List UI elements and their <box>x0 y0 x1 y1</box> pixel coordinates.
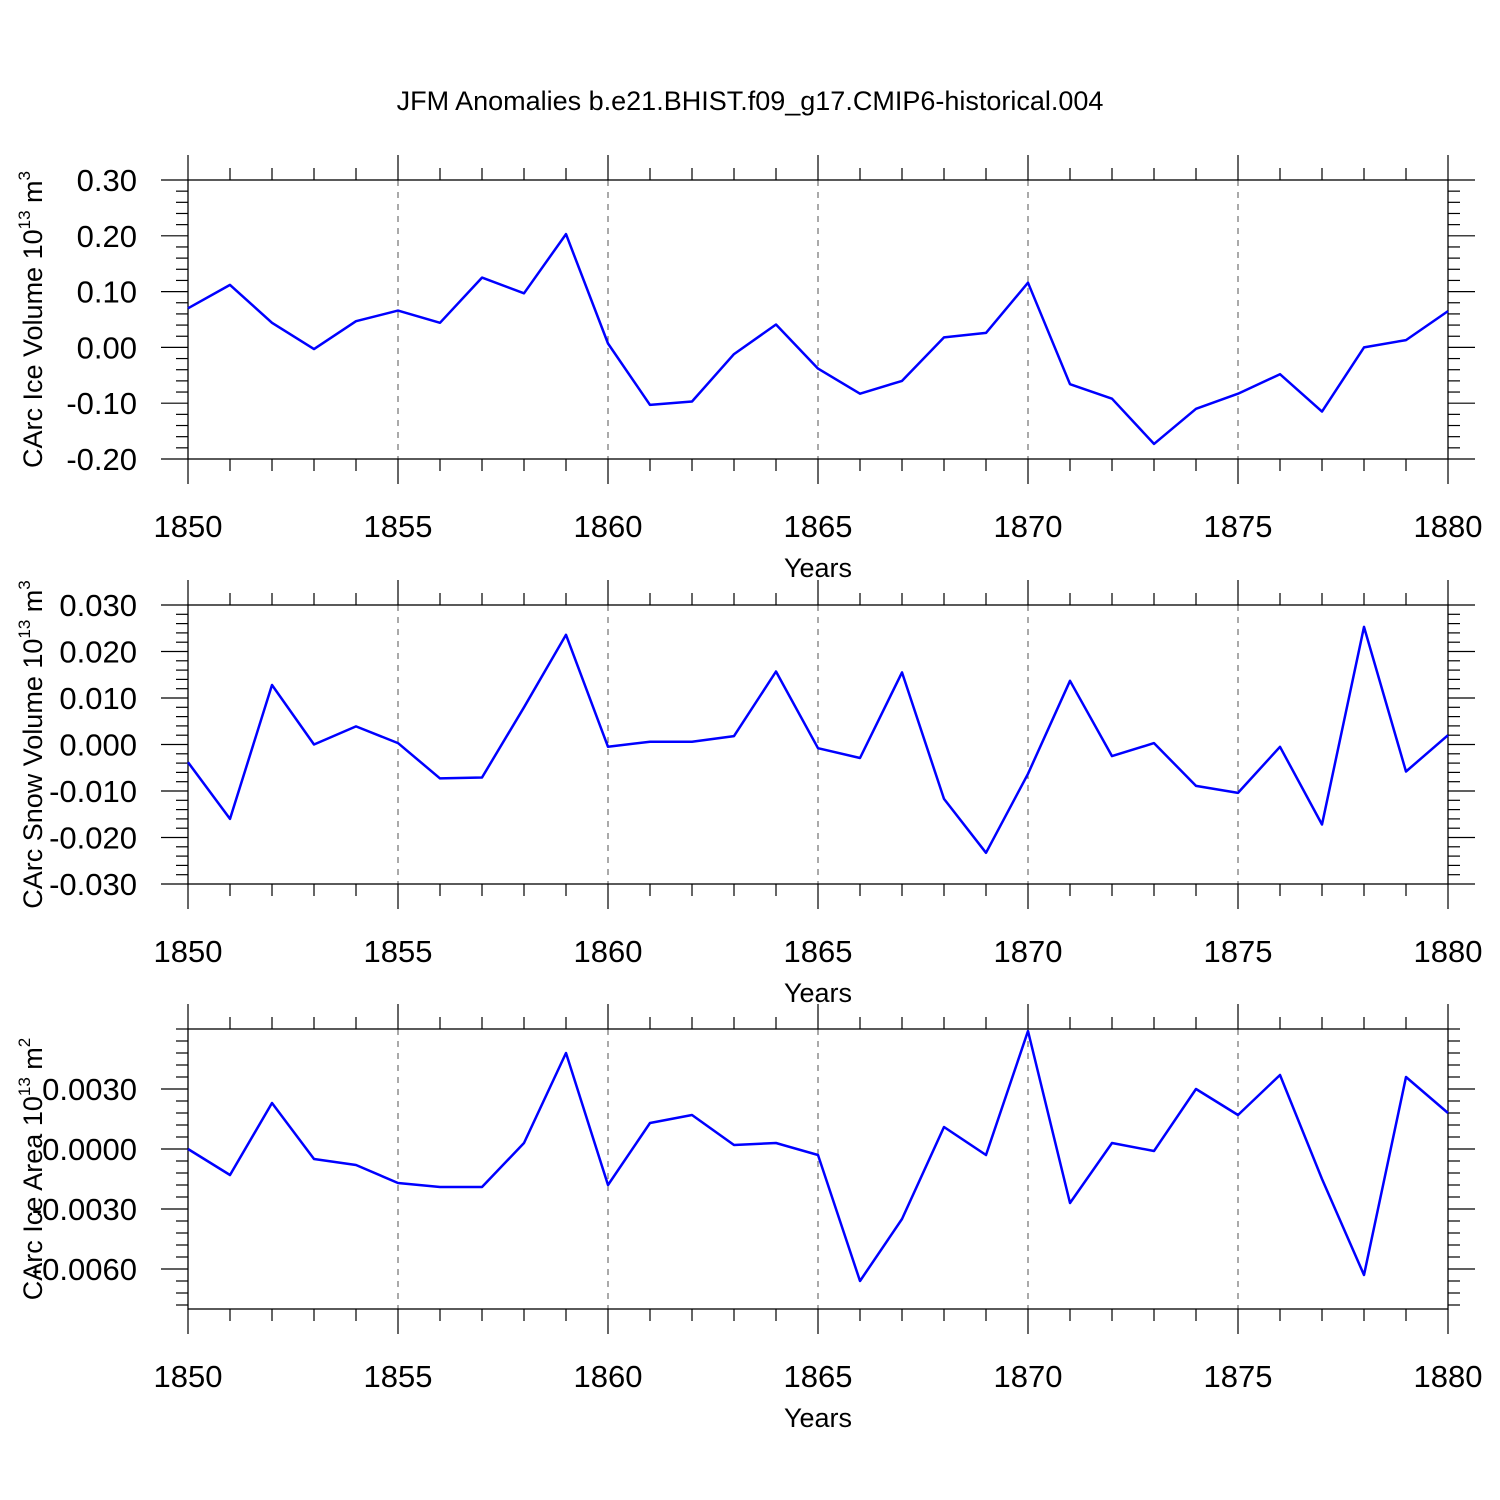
x-tick-label: 1870 <box>994 934 1063 969</box>
x-tick-label: 1860 <box>574 934 643 969</box>
x-tick-label: 1870 <box>994 509 1063 544</box>
x-tick-label: 1865 <box>784 1359 853 1394</box>
panel-ice-area: 1850 1855 1860 1865 1870 1875 1880 Years 0.0030 0… <box>15 1004 1482 1433</box>
y-tick-label: -0.10 <box>66 386 137 421</box>
panel-ice-volume: 1850 1855 1860 1865 1870 1875 1880 Years 0.30 0.2… <box>15 155 1482 583</box>
x-tick-label: 1850 <box>154 509 223 544</box>
y-tick-label: -0.0030 <box>32 1192 137 1227</box>
y-tick-label: -0.0060 <box>32 1252 137 1287</box>
x-tick-label: 1870 <box>994 1359 1063 1394</box>
y-tick-label: 0.20 <box>77 219 137 254</box>
y-tick-label: -0.20 <box>66 442 137 477</box>
y-tick-label: 0.30 <box>77 163 137 198</box>
y-tick-label: 0.030 <box>59 588 137 623</box>
y-tick-label: 0.0000 <box>42 1132 137 1167</box>
y-tick-label: 0.000 <box>59 728 137 763</box>
y-tick-label: 0.10 <box>77 275 137 310</box>
x-tick-label: 1850 <box>154 934 223 969</box>
x-axis-label: Years <box>784 1403 852 1433</box>
x-tick-label: 1875 <box>1204 509 1273 544</box>
x-tick-label: 1860 <box>574 509 643 544</box>
x-tick-label: 1875 <box>1204 1359 1273 1394</box>
y-axis-label: CArc Ice Area 1013 m2 <box>15 1038 48 1301</box>
x-tick-label: 1880 <box>1414 934 1483 969</box>
panel-snow-volume: 1850 1855 1860 1865 1870 1875 1880 Years 0.030 0.… <box>15 580 1482 1008</box>
x-tick-label: 1880 <box>1414 509 1483 544</box>
y-tick-label: -0.020 <box>49 821 137 856</box>
y-axis-label: CArc Ice Volume 1013 m3 <box>15 171 48 468</box>
x-tick-label: 1855 <box>364 934 433 969</box>
y-tick-label: 0.0030 <box>42 1072 137 1107</box>
y-tick-label: -0.010 <box>49 774 137 809</box>
y-tick-label: 0.00 <box>77 330 137 365</box>
y-tick-label: -0.030 <box>49 867 137 902</box>
x-tick-label: 1855 <box>364 509 433 544</box>
figure-title: JFM Anomalies b.e21.BHIST.f09_g17.CMIP6-… <box>396 86 1104 116</box>
x-tick-label: 1875 <box>1204 934 1273 969</box>
x-tick-label: 1855 <box>364 1359 433 1394</box>
x-axis-label: Years <box>784 553 852 583</box>
x-tick-label: 1865 <box>784 509 853 544</box>
y-tick-label: 0.020 <box>59 635 137 670</box>
y-tick-label: 0.010 <box>59 681 137 716</box>
y-axis-label: CArc Snow Volume 1013 m3 <box>15 580 48 909</box>
x-tick-label: 1860 <box>574 1359 643 1394</box>
x-tick-label: 1880 <box>1414 1359 1483 1394</box>
x-tick-label: 1865 <box>784 934 853 969</box>
x-tick-label: 1850 <box>154 1359 223 1394</box>
x-axis-label: Years <box>784 978 852 1008</box>
